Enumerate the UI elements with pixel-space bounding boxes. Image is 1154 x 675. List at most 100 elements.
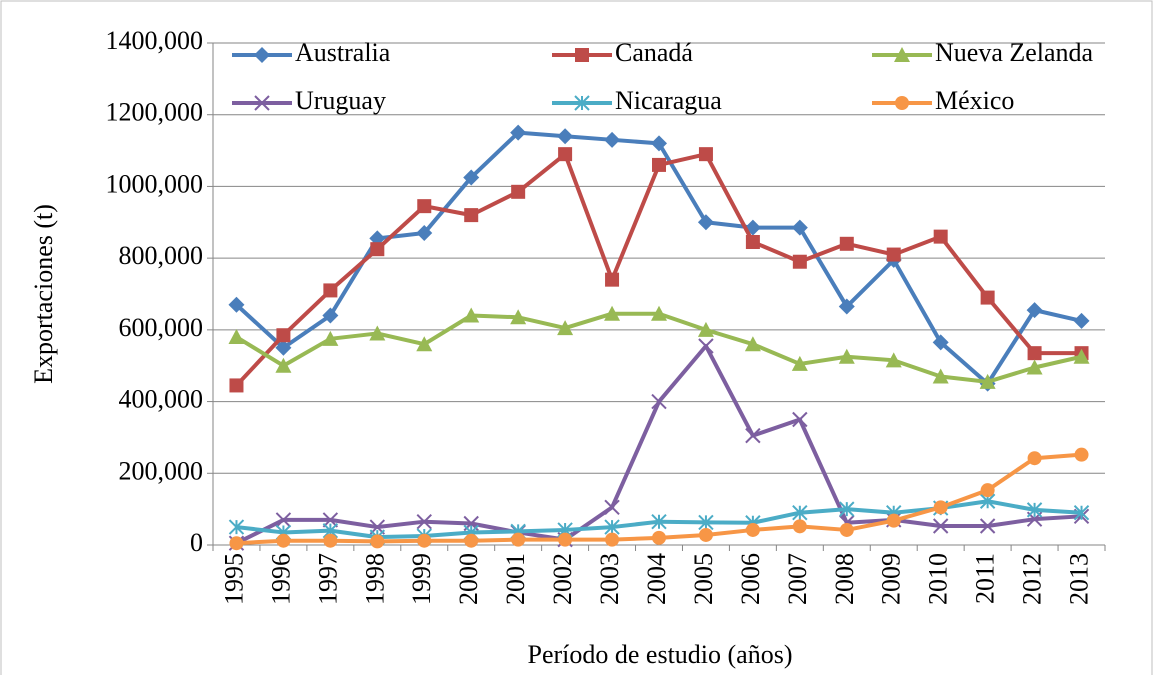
marker: [744, 336, 761, 352]
marker: [745, 427, 761, 444]
marker: [839, 236, 854, 251]
marker: [605, 532, 620, 547]
marker: [932, 334, 949, 351]
x-tick-label: 2013: [1064, 553, 1093, 605]
marker: [1073, 505, 1090, 521]
marker: [1026, 359, 1043, 375]
marker: [322, 330, 339, 346]
x-tick-label: 1998: [360, 553, 389, 605]
x-tick-label: 2007: [783, 553, 812, 605]
marker: [886, 513, 901, 528]
marker: [980, 290, 995, 305]
y-tick-label: 200,000: [119, 456, 204, 485]
x-tick-label: 1996: [266, 553, 295, 605]
marker: [1027, 346, 1042, 361]
marker: [604, 499, 620, 516]
marker: [275, 339, 292, 356]
marker: [932, 368, 949, 384]
marker: [275, 512, 292, 528]
marker: [651, 513, 667, 530]
marker: [933, 500, 948, 515]
series-line: [235, 152, 1082, 387]
marker: [839, 501, 855, 517]
marker: [229, 536, 244, 551]
marker: [933, 229, 948, 244]
marker: [511, 532, 526, 547]
x-tick-label: 2000: [454, 553, 483, 605]
marker: [416, 336, 433, 352]
marker: [417, 533, 432, 548]
marker: [979, 373, 996, 389]
marker: [275, 357, 292, 373]
marker: [557, 128, 574, 145]
marker: [1026, 302, 1043, 319]
marker: [698, 514, 714, 531]
legend-item: Australia: [232, 38, 391, 67]
marker: [932, 518, 949, 534]
y-tick-label: 400,000: [119, 385, 204, 414]
marker: [604, 519, 620, 535]
marker: [464, 533, 479, 548]
marker: [575, 48, 589, 62]
marker: [894, 47, 910, 62]
marker: [885, 352, 902, 368]
marker: [1074, 447, 1089, 462]
legend-item: Nueva Zelanda: [872, 38, 1094, 67]
marker: [652, 157, 666, 172]
x-tick-label: 2002: [548, 553, 577, 605]
marker: [697, 321, 714, 337]
marker: [464, 208, 479, 223]
x-tick-label: 1995: [219, 553, 248, 605]
marker: [792, 254, 807, 269]
marker: [838, 348, 855, 364]
x-tick-label: 2003: [595, 553, 624, 605]
y-tick-label: 600,000: [119, 313, 204, 342]
marker: [416, 225, 433, 242]
marker: [558, 532, 573, 547]
y-axis-title: Exportaciones (t): [29, 204, 58, 384]
marker: [463, 307, 480, 323]
legend-label: México: [935, 86, 1014, 115]
marker: [574, 95, 590, 111]
marker: [416, 513, 432, 530]
y-tick-label: 0: [190, 528, 203, 557]
marker: [698, 147, 713, 162]
marker: [370, 242, 385, 257]
marker: [229, 378, 244, 393]
series: [229, 447, 1089, 551]
marker: [605, 272, 620, 287]
marker: [322, 307, 339, 324]
legend-label: Nicaragua: [615, 86, 722, 115]
marker: [791, 219, 808, 236]
marker: [228, 329, 245, 345]
marker: [322, 512, 339, 528]
marker: [557, 320, 574, 336]
marker: [698, 527, 713, 542]
marker: [276, 533, 291, 548]
marker: [838, 298, 855, 315]
x-tick-label: 2001: [501, 553, 530, 605]
marker: [511, 184, 526, 199]
marker: [276, 328, 291, 343]
series: [228, 305, 1090, 389]
marker: [228, 296, 245, 313]
y-tick-label: 1200,000: [106, 98, 204, 127]
marker: [745, 522, 760, 537]
marker: [1073, 312, 1090, 329]
legend-label: Uruguay: [295, 86, 386, 115]
marker: [323, 533, 338, 548]
marker: [463, 169, 480, 186]
legend-label: Australia: [295, 38, 391, 67]
marker: [510, 124, 527, 141]
marker: [369, 325, 386, 341]
legend-label: Nueva Zelanda: [935, 38, 1094, 67]
x-tick-label: 2011: [971, 553, 1000, 604]
series-line: [235, 343, 1082, 545]
marker: [1026, 502, 1043, 518]
marker: [698, 338, 714, 354]
x-tick-label: 2008: [830, 553, 859, 605]
marker: [417, 199, 432, 214]
marker: [652, 530, 666, 545]
y-tick-label: 1000,000: [106, 169, 204, 198]
